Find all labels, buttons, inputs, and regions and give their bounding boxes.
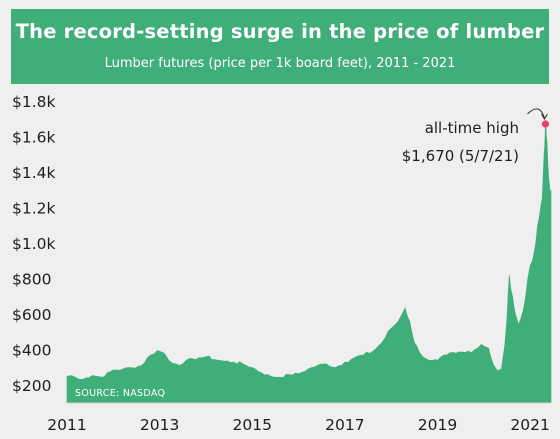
chart-header: The record-setting surge in the price of… <box>11 9 549 84</box>
y-tick-label: $800 <box>12 271 51 289</box>
annotation-layer: all-time high $1,670 (5/7/21) <box>402 108 550 165</box>
x-axis: 2011 2013 2015 2017 2019 2021 <box>47 416 550 434</box>
x-tick-label: 2013 <box>140 416 179 434</box>
source-note: SOURCE: NASDAQ <box>75 388 165 399</box>
x-tick-label: 2017 <box>325 416 364 434</box>
annotation-arrow <box>527 108 545 119</box>
annotation-label: all-time high <box>425 119 519 137</box>
y-tick-label: $400 <box>12 342 51 360</box>
area-layer: SOURCE: NASDAQ <box>66 123 552 404</box>
y-tick-label: $1.2k <box>12 200 56 218</box>
x-tick-label: 2015 <box>233 416 272 434</box>
y-axis: $200 $400 $600 $800 $1.0k $1.2k $1.4k $1.6k $1.8… <box>12 93 56 395</box>
y-tick-label: $1.4k <box>12 164 56 182</box>
x-tick-label: 2021 <box>510 416 549 434</box>
chart-subtitle: Lumber futures (price per 1k board feet)… <box>104 56 456 71</box>
y-tick-label: $1.8k <box>12 93 56 111</box>
y-tick-label: $600 <box>12 306 51 324</box>
x-tick-label: 2011 <box>47 416 86 434</box>
arrow-head-icon <box>541 113 548 120</box>
annotation-value: $1,670 (5/7/21) <box>402 147 519 165</box>
peak-marker <box>541 120 550 128</box>
y-tick-label: $1.6k <box>12 128 56 146</box>
y-tick-label: $1.0k <box>12 235 56 253</box>
price-area <box>66 123 552 404</box>
chart-title: The record-setting surge in the price of… <box>15 20 545 43</box>
y-tick-label: $200 <box>12 377 51 395</box>
x-tick-label: 2019 <box>418 416 457 434</box>
